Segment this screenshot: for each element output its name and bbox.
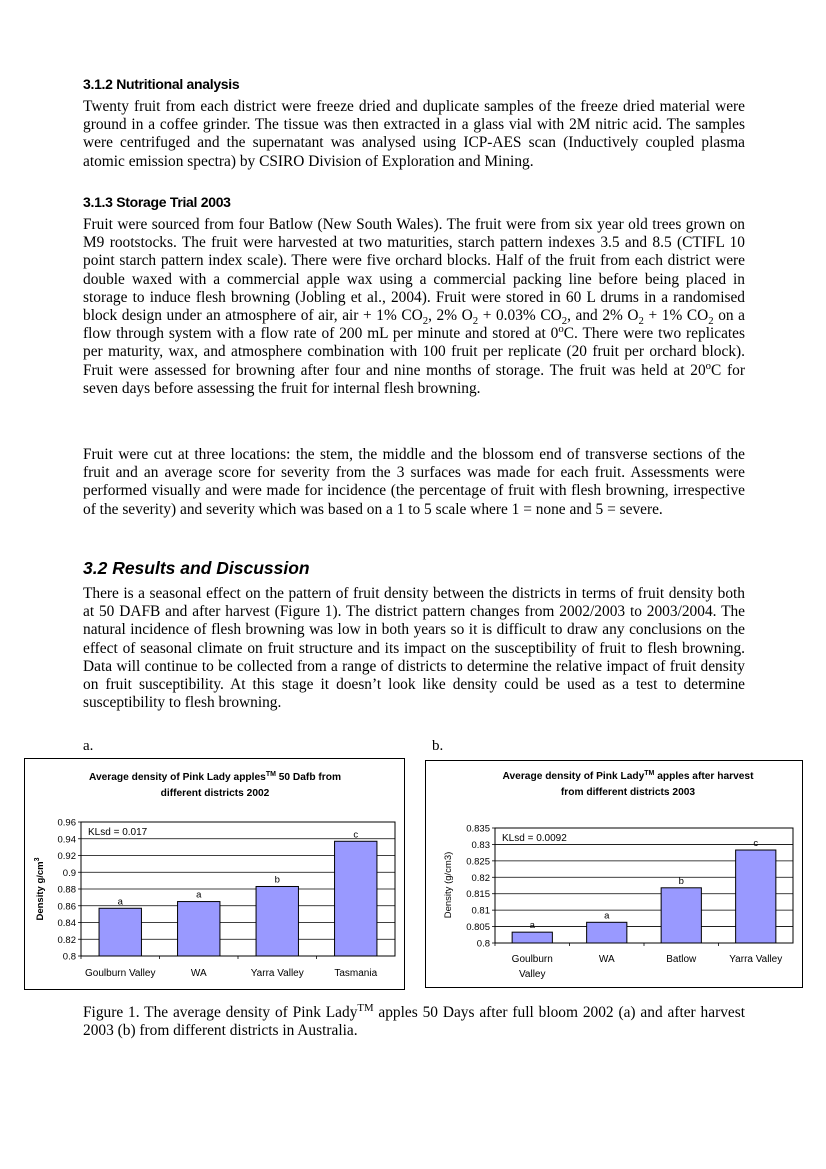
y-tick-label: 0.86 — [58, 901, 77, 912]
chart-b: Average density of Pink LadyTM apples af… — [443, 770, 794, 980]
paragraph-storage-trial-assessment: Fruit were cut at three locations: the s… — [83, 446, 745, 518]
y-tick-label: 0.96 — [58, 818, 77, 829]
significance-letter: b — [679, 876, 684, 887]
y-tick-label: 0.92 — [58, 851, 77, 862]
chart-a: Average density of Pink Lady applesTM 50… — [34, 771, 396, 979]
category-label: Tasmania — [334, 968, 377, 979]
significance-letter: c — [753, 838, 758, 849]
significance-letter: b — [275, 874, 280, 885]
category-label: Batlow — [666, 954, 697, 965]
y-tick-label: 0.8 — [477, 939, 490, 950]
y-tick-label: 0.805 — [466, 922, 490, 933]
y-tick-label: 0.8 — [63, 952, 76, 963]
bar-4 — [334, 840, 378, 957]
y-tick-label: 0.82 — [58, 935, 77, 946]
bar-4 — [735, 849, 777, 944]
chart-title: Average density of Pink Lady applesTM 50… — [89, 771, 341, 783]
significance-letter: a — [530, 920, 536, 931]
lsd-annotation: KLsd = 0.017 — [88, 827, 148, 838]
category-label: Yarra Valley — [729, 954, 782, 965]
y-axis-label: Density (g/cm3) — [443, 852, 454, 919]
significance-letter: a — [118, 896, 124, 907]
bar-2 — [177, 901, 221, 957]
paragraph-results-discussion: There is a seasonal effect on the patter… — [83, 585, 745, 712]
section-heading-results-discussion: 3.2 Results and Discussion — [83, 558, 310, 578]
figure-caption: Figure 1. The average density of Pink La… — [83, 1001, 745, 1040]
y-tick-label: 0.815 — [466, 889, 490, 900]
category-label: Goulburn — [512, 954, 553, 965]
bar-2 — [586, 921, 628, 944]
bar-3 — [255, 885, 299, 957]
bar-1 — [511, 931, 553, 944]
bar-1 — [98, 907, 142, 957]
panel-label-a: a. — [83, 738, 94, 754]
category-label: Valley — [519, 969, 546, 980]
section-heading-storage-trial: 3.1.3 Storage Trial 2003 — [83, 194, 231, 210]
paragraph-nutritional-analysis: Twenty fruit from each district were fre… — [83, 98, 745, 170]
chart-b-frame: Average density of Pink LadyTM apples af… — [425, 760, 803, 988]
category-label: Yarra Valley — [251, 968, 304, 979]
y-tick-label: 0.825 — [466, 856, 490, 867]
chart-title-line2: from different districts 2003 — [561, 787, 696, 798]
lsd-annotation: KLsd = 0.0092 — [502, 833, 567, 844]
y-tick-label: 0.82 — [472, 873, 491, 884]
bar-3 — [660, 887, 702, 944]
y-tick-label: 0.9 — [63, 868, 76, 879]
y-tick-label: 0.83 — [472, 840, 491, 851]
category-label: WA — [191, 968, 207, 979]
y-tick-label: 0.81 — [472, 906, 491, 917]
significance-letter: c — [353, 829, 358, 840]
category-label: Goulburn Valley — [85, 968, 155, 979]
significance-letter: a — [196, 890, 202, 901]
significance-letter: a — [604, 910, 610, 921]
chart-a-frame: Average density of Pink Lady applesTM 50… — [24, 758, 405, 990]
y-tick-label: 0.88 — [58, 885, 77, 896]
panel-label-b: b. — [432, 738, 444, 754]
paragraph-storage-trial-methods: Fruit were sourced from four Batlow (New… — [83, 216, 746, 397]
y-tick-label: 0.84 — [58, 918, 77, 929]
chart-title-line2: different districts 2002 — [161, 788, 270, 799]
y-axis-label: Density g/cm3 — [34, 857, 46, 920]
chart-title: Average density of Pink LadyTM apples af… — [503, 770, 755, 782]
y-tick-label: 0.835 — [466, 824, 490, 835]
y-tick-label: 0.94 — [58, 834, 77, 845]
section-heading-nutritional-analysis: 3.1.2 Nutritional analysis — [83, 76, 240, 92]
category-label: WA — [599, 954, 615, 965]
